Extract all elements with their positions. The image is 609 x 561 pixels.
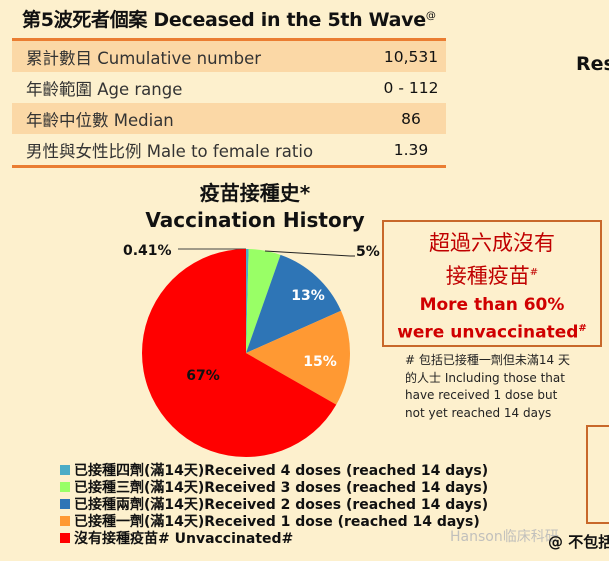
pie-slice <box>246 310 350 405</box>
pie-slice <box>246 249 249 353</box>
legend-item: 已接種兩劑(滿14天)Received 2 doses (reached 14 … <box>60 495 489 513</box>
row-label: 年齡中位數 Median <box>26 110 174 130</box>
slice-label: 15% <box>303 354 337 370</box>
row-label: 男性與女性比例 Male to female ratio <box>26 141 314 161</box>
legend-swatch <box>60 515 70 526</box>
footnote: # 包括已接種一劑但未滿14 天的人士 Including those that… <box>405 353 570 420</box>
legend-label: 沒有接種疫苗# Unvaccinated# <box>74 530 294 547</box>
row-value: 86 <box>401 109 421 128</box>
legend-label: 已接種一劑(滿14天)Received 1 dose (reached 14 d… <box>74 513 480 530</box>
legend-swatch <box>60 481 70 492</box>
legend-item: 已接種四劑(滿14天)Received 4 doses (reached 14 … <box>60 461 489 479</box>
legend-item: 沒有接種疫苗# Unvaccinated# <box>60 529 488 547</box>
slice-label: 13% <box>291 288 325 304</box>
partial-heading: Res <box>576 53 609 75</box>
slice-label: 67% <box>186 368 220 384</box>
watermark: Hanson临床科研 <box>450 529 559 545</box>
row-value: 1.39 <box>393 140 429 159</box>
pie-slice <box>142 249 337 458</box>
page-title: 第5波死者個案 Deceased in the 5th Wave@ <box>22 9 436 31</box>
row-value: 0 - 112 <box>383 78 439 97</box>
chart-title-zh: 疫苗接種史* <box>199 181 311 205</box>
table-row: 年齡中位數 Median 86 <box>12 103 446 134</box>
legend-swatch <box>60 498 70 509</box>
slice-label: 0.41% <box>123 243 172 259</box>
table-row: 累計數目 Cumulative number 10,531 <box>12 41 446 72</box>
row-label: 累計數目 Cumulative number <box>26 48 262 68</box>
legend-swatch <box>60 532 70 543</box>
legend-label: 已接種四劑(滿14天)Received 4 doses (reached 14 … <box>74 462 489 479</box>
legend-item: 已接種一劑(滿14天)Received 1 dose (reached 14 d… <box>60 512 488 530</box>
legend-label: 已接種兩劑(滿14天)Received 2 doses (reached 14 … <box>74 496 489 513</box>
leader-line <box>264 250 355 257</box>
partial-footnote: @ 不包括 <box>548 533 609 551</box>
table-row: 年齡範圍 Age range 0 - 112 <box>12 72 446 103</box>
chart-title: 疫苗接種史* Vaccination History <box>120 180 390 234</box>
legend-item: 已接種三劑(滿14天)Received 3 doses (reached 14 … <box>60 478 489 496</box>
callout-box: 超過六成沒有 接種疫苗# More than 60% were unvaccinat… <box>382 220 602 347</box>
pie-slice <box>246 254 342 353</box>
pie-slice <box>246 249 281 353</box>
table-row: 男性與女性比例 Male to female ratio 1.39 <box>12 134 446 165</box>
partial-box <box>586 425 609 524</box>
callout-en: More than 60% were unvaccinated# <box>397 295 587 343</box>
callout-zh: 超過六成沒有 接種疫苗# <box>429 231 555 288</box>
slice-label: 5% <box>356 244 380 260</box>
row-value: 10,531 <box>383 47 439 66</box>
chart-title-en: Vaccination History <box>145 208 365 232</box>
row-label: 年齡範圍 Age range <box>26 79 183 99</box>
stats-table: 累計數目 Cumulative number 10,531 年齡範圍 Age ra… <box>12 38 446 168</box>
legend-swatch <box>60 464 70 475</box>
legend: 已接種四劑(滿14天)Received 4 doses (reached 14 … <box>60 461 489 547</box>
legend-label: 已接種三劑(滿14天)Received 3 doses (reached 14 … <box>74 479 489 496</box>
